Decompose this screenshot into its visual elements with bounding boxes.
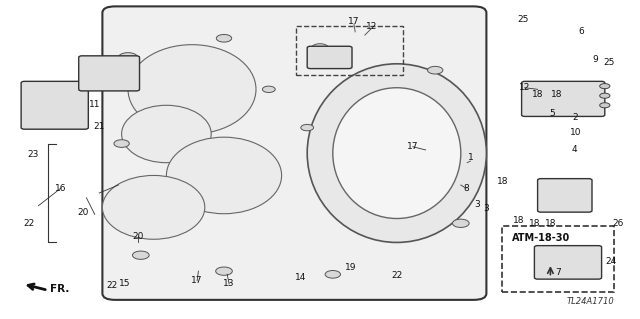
Text: 2: 2 bbox=[572, 113, 577, 122]
Circle shape bbox=[216, 267, 232, 275]
Text: 18: 18 bbox=[497, 177, 508, 186]
FancyBboxPatch shape bbox=[538, 179, 592, 212]
Text: 11: 11 bbox=[89, 100, 100, 109]
Text: FR.: FR. bbox=[50, 284, 69, 294]
FancyBboxPatch shape bbox=[534, 246, 602, 279]
Ellipse shape bbox=[128, 45, 256, 134]
Text: 26: 26 bbox=[612, 219, 623, 228]
Text: 1: 1 bbox=[468, 153, 473, 162]
Text: 18: 18 bbox=[529, 219, 540, 228]
Text: 25: 25 bbox=[518, 15, 529, 24]
FancyBboxPatch shape bbox=[102, 6, 486, 300]
Text: 23: 23 bbox=[28, 150, 39, 159]
Text: 14: 14 bbox=[295, 273, 307, 282]
Text: 10: 10 bbox=[570, 128, 582, 137]
Ellipse shape bbox=[307, 64, 486, 242]
Text: 3: 3 bbox=[474, 200, 479, 209]
Text: 7: 7 bbox=[556, 268, 561, 277]
Text: 8: 8 bbox=[463, 184, 468, 193]
Circle shape bbox=[600, 103, 610, 108]
FancyBboxPatch shape bbox=[21, 81, 88, 129]
Text: 20: 20 bbox=[132, 232, 143, 241]
Circle shape bbox=[216, 34, 232, 42]
Text: 18: 18 bbox=[513, 216, 524, 225]
Circle shape bbox=[301, 124, 314, 131]
Text: 22: 22 bbox=[391, 271, 403, 280]
Circle shape bbox=[132, 251, 149, 259]
Circle shape bbox=[325, 271, 340, 278]
Text: 6: 6 bbox=[579, 27, 584, 36]
Circle shape bbox=[428, 66, 443, 74]
Circle shape bbox=[600, 84, 610, 89]
Ellipse shape bbox=[122, 105, 211, 163]
Text: 21: 21 bbox=[93, 122, 105, 130]
Text: 13: 13 bbox=[223, 279, 235, 288]
Text: 18: 18 bbox=[532, 90, 543, 99]
Ellipse shape bbox=[166, 137, 282, 214]
Text: 18: 18 bbox=[545, 219, 556, 228]
Text: 4: 4 bbox=[572, 145, 577, 154]
FancyBboxPatch shape bbox=[307, 46, 352, 69]
Circle shape bbox=[312, 44, 328, 52]
Text: 17: 17 bbox=[407, 142, 419, 151]
Text: 20: 20 bbox=[77, 208, 89, 217]
Circle shape bbox=[262, 86, 275, 93]
Circle shape bbox=[114, 140, 129, 147]
Text: 17: 17 bbox=[348, 17, 360, 26]
Circle shape bbox=[118, 53, 138, 62]
Text: 18: 18 bbox=[551, 90, 563, 99]
FancyBboxPatch shape bbox=[522, 81, 605, 116]
Text: 15: 15 bbox=[119, 279, 131, 288]
Text: 25: 25 bbox=[604, 58, 615, 67]
Ellipse shape bbox=[102, 175, 205, 239]
Text: 22: 22 bbox=[106, 281, 118, 290]
Text: 9: 9 bbox=[593, 55, 598, 63]
Text: 5: 5 bbox=[549, 109, 554, 118]
Text: 24: 24 bbox=[605, 257, 617, 266]
Text: 12: 12 bbox=[365, 22, 377, 31]
Text: 12: 12 bbox=[519, 83, 531, 92]
Text: 17: 17 bbox=[191, 276, 203, 285]
Text: 19: 19 bbox=[345, 263, 356, 272]
Circle shape bbox=[452, 219, 469, 227]
Ellipse shape bbox=[333, 88, 461, 219]
FancyBboxPatch shape bbox=[79, 56, 140, 91]
Text: 3: 3 bbox=[484, 204, 489, 213]
Text: TL24A1710: TL24A1710 bbox=[566, 297, 614, 306]
Bar bbox=[296, 26, 403, 75]
Text: ATM-18-30: ATM-18-30 bbox=[512, 233, 570, 243]
Text: 22: 22 bbox=[23, 219, 35, 228]
Text: 16: 16 bbox=[55, 184, 67, 193]
Bar bbox=[502, 226, 614, 292]
Circle shape bbox=[600, 93, 610, 98]
